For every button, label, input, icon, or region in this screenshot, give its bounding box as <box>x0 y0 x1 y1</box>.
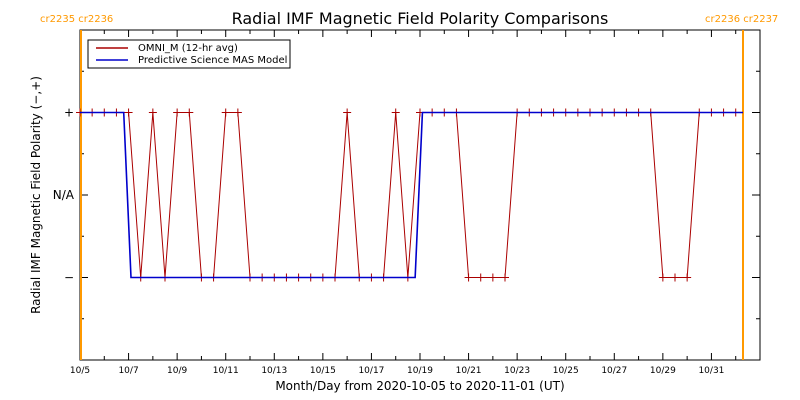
x-tick-label: 10/21 <box>456 366 482 376</box>
x-tick-label: 10/23 <box>504 366 530 376</box>
x-axis-label: Month/Day from 2020-10-05 to 2020-11-01 … <box>275 379 564 393</box>
data-point-omni <box>464 273 473 282</box>
data-point-omni <box>185 108 194 117</box>
data-point-omni <box>391 108 400 117</box>
data-point-omni <box>148 108 157 117</box>
x-tick-label: 10/15 <box>310 366 336 376</box>
series-line-omni <box>80 112 736 278</box>
data-point-omni <box>233 108 242 117</box>
data-point-omni <box>501 273 509 282</box>
data-point-omni <box>343 108 352 117</box>
carrington-label-right: cr2236 cr2237 <box>705 14 778 25</box>
y-tick-label: + <box>64 106 74 120</box>
legend-label-mas: Predictive Science MAS Model <box>138 55 287 66</box>
x-tick-label: 10/7 <box>118 366 138 376</box>
x-tick-label: 10/27 <box>601 366 627 376</box>
series-line-mas <box>80 111 743 279</box>
plot-frame <box>79 29 761 361</box>
x-tick-label: 10/19 <box>407 366 433 376</box>
x-tick-label: 10/9 <box>167 366 187 376</box>
y-axis-label: Radial IMF Magnetic Field Polarity (−,+) <box>29 76 43 314</box>
carrington-label-left: cr2235 cr2236 <box>40 14 113 25</box>
x-axis: 10/5 10/7 10/9 10/11 10/13 10/15 10/17 10/19 10/… <box>70 30 761 376</box>
chart-title: Radial IMF Magnetic Field Polarity Compa… <box>232 9 609 28</box>
data-point-omni <box>683 273 692 282</box>
series-layer <box>76 108 743 282</box>
y-tick-label: N/A <box>53 188 75 202</box>
data-point-omni <box>221 108 230 117</box>
x-tick-label: 10/25 <box>553 366 579 376</box>
x-tick-label: 10/17 <box>358 366 384 376</box>
data-point-omni <box>658 273 667 282</box>
x-tick-label: 10/31 <box>698 366 724 376</box>
data-point-omni <box>173 108 182 117</box>
data-point-omni <box>488 273 497 282</box>
data-point-omni <box>124 108 133 117</box>
data-point-omni <box>476 273 485 282</box>
data-point-omni <box>671 273 679 282</box>
x-tick-label: 10/11 <box>213 366 239 376</box>
x-tick-label: 10/13 <box>261 366 287 376</box>
legend-box <box>87 39 291 69</box>
y-tick-label: − <box>64 271 74 285</box>
legend: OMNI_M (12-hr avg) Predictive Science MA… <box>87 39 291 69</box>
carrington-lines <box>80 30 744 360</box>
legend-label-omni: OMNI_M (12-hr avg) <box>138 43 238 54</box>
x-tick-label: 10/5 <box>70 366 90 376</box>
x-tick-label: 10/29 <box>650 366 676 376</box>
